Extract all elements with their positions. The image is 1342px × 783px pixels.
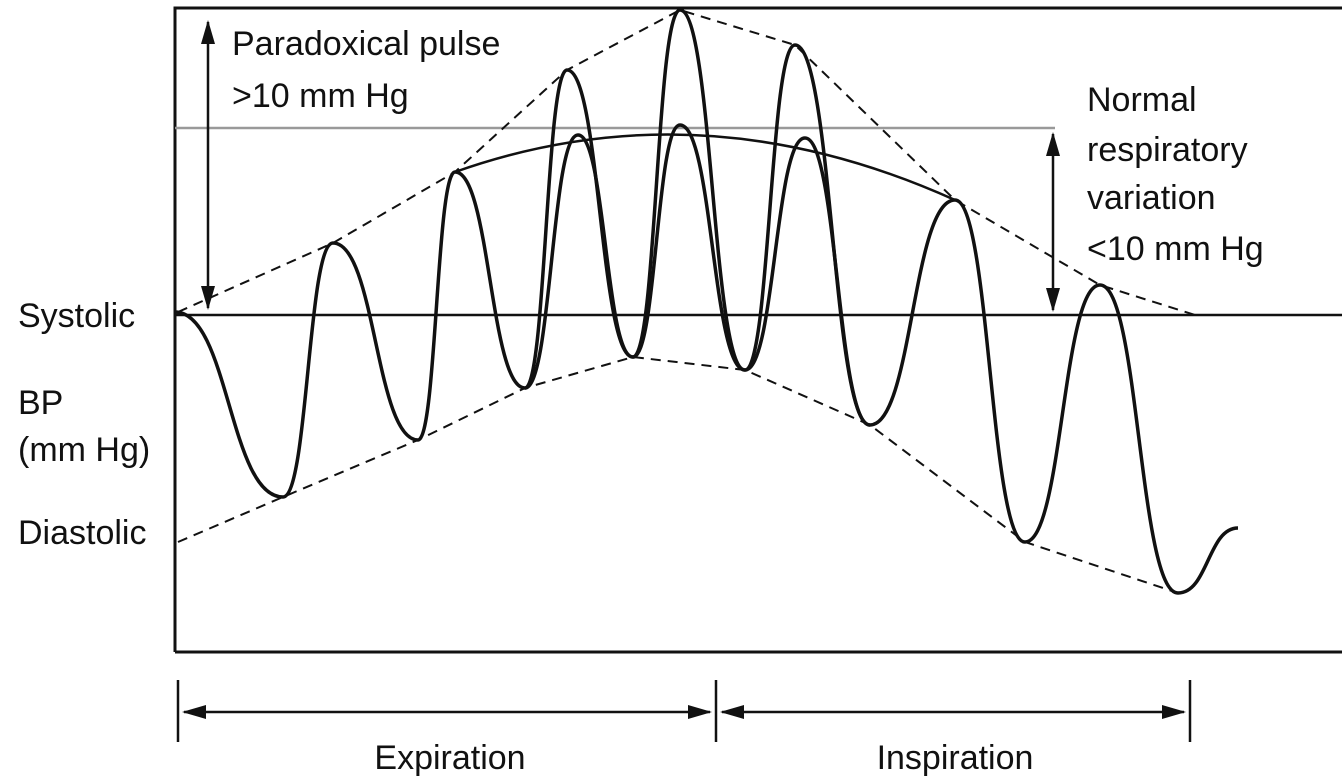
label: Inspiration xyxy=(877,739,1034,777)
pressure-wave xyxy=(174,8,1239,595)
label: Systolic xyxy=(18,297,135,335)
label: BP xyxy=(18,384,63,422)
label: Paradoxical pulse xyxy=(232,25,500,63)
normal-envelope xyxy=(454,133,956,202)
label: Diastolic xyxy=(18,514,146,552)
label: respiratory xyxy=(1087,131,1248,169)
label: Expiration xyxy=(374,739,525,777)
label: <10 mm Hg xyxy=(1087,230,1264,268)
label: >10 mm Hg xyxy=(232,77,409,115)
frame xyxy=(173,6,1342,654)
label: (mm Hg) xyxy=(18,431,150,469)
label: variation xyxy=(1087,179,1216,217)
label: Normal xyxy=(1087,81,1197,119)
lower-envelope xyxy=(177,355,1179,594)
normal-wave xyxy=(524,123,871,427)
